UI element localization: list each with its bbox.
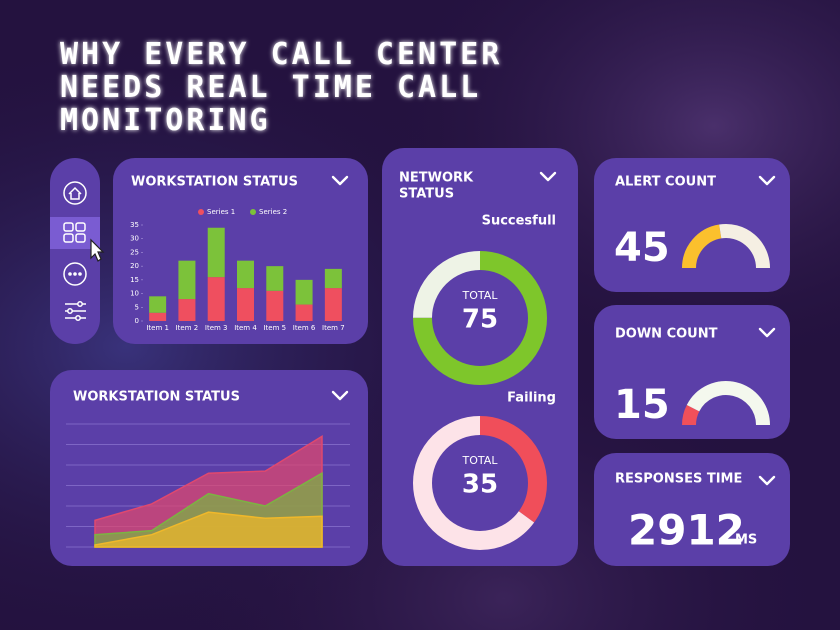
chevron[interactable] xyxy=(539,171,557,182)
donut-label: Succesfull xyxy=(482,214,556,229)
area xyxy=(94,511,323,548)
x-tick-label: Item 6 xyxy=(293,324,316,332)
sidebar xyxy=(50,158,105,344)
card-title: NETWORK xyxy=(399,171,474,186)
bar xyxy=(266,290,284,321)
x-tick-label: Item 4 xyxy=(234,324,257,332)
bar xyxy=(149,312,167,321)
legend-label: Series 1 xyxy=(207,208,235,216)
donut-segment xyxy=(413,416,547,550)
donut-total: 75 xyxy=(462,305,498,335)
headline: NEEDS REAL TIME CALL xyxy=(60,70,481,105)
card xyxy=(382,148,578,566)
bar xyxy=(237,288,254,321)
x-tick-label: Item 2 xyxy=(176,324,199,332)
card xyxy=(594,158,790,292)
x-tick-label: Item 1 xyxy=(146,324,169,332)
card xyxy=(594,453,790,566)
dashboard-icon[interactable] xyxy=(63,222,86,243)
donut-total: 35 xyxy=(462,470,498,500)
headline: WHY EVERY CALL CENTER xyxy=(60,37,502,72)
donut-center-label: TOTAL xyxy=(462,289,499,302)
gauge-segment xyxy=(719,224,770,269)
gauge-segment xyxy=(682,224,722,269)
y-tick-label: 0 xyxy=(135,317,139,325)
card-title: WORKSTATION STATUS xyxy=(131,175,298,190)
settings-icon[interactable] xyxy=(65,301,86,321)
y-tick-label: 25 xyxy=(130,248,139,256)
bar xyxy=(178,299,196,321)
down-value: 15 xyxy=(614,382,670,428)
bar xyxy=(207,277,225,321)
chevron[interactable] xyxy=(331,175,349,186)
card xyxy=(594,305,790,439)
gauge-segment xyxy=(686,381,770,426)
legend-swatch xyxy=(198,209,204,215)
x-tick-label: Item 5 xyxy=(263,324,286,332)
y-tick-label: 10 xyxy=(130,290,139,298)
chevron[interactable] xyxy=(758,475,776,486)
donut-segment xyxy=(413,251,547,385)
y-tick-label: 20 xyxy=(130,262,139,270)
chevron[interactable] xyxy=(758,327,776,338)
card-title: STATUS xyxy=(399,187,454,202)
chevron[interactable] xyxy=(331,390,349,401)
legend-label: Series 2 xyxy=(259,208,287,216)
response-value: 2912 xyxy=(628,506,745,555)
chevron[interactable] xyxy=(758,175,776,186)
bar xyxy=(295,304,313,321)
donut-label: Failing xyxy=(507,391,556,406)
card-title: RESPONSES TIME xyxy=(615,472,742,487)
bar xyxy=(295,279,313,305)
y-tick-label: 5 xyxy=(135,303,139,311)
bar xyxy=(324,288,342,321)
bar xyxy=(324,268,342,289)
card-title: ALERT COUNT xyxy=(615,175,716,190)
x-tick-label: Item 7 xyxy=(322,324,345,332)
card-title: WORKSTATION STATUS xyxy=(73,390,240,405)
bar xyxy=(266,266,284,291)
home-icon[interactable] xyxy=(63,181,87,205)
donut-center-label: TOTAL xyxy=(462,454,499,467)
bar xyxy=(237,260,254,289)
legend-swatch xyxy=(250,209,256,215)
bar xyxy=(178,260,196,300)
alert-value: 45 xyxy=(614,225,670,271)
bar xyxy=(149,296,167,313)
y-tick-label: 30 xyxy=(130,235,139,243)
sidebar-panel xyxy=(50,158,100,344)
bar xyxy=(207,227,225,278)
response-unit: MS xyxy=(735,533,757,548)
cursor xyxy=(90,238,105,262)
gauge-segment xyxy=(682,405,700,426)
x-tick-label: Item 3 xyxy=(205,324,228,332)
more-icon[interactable] xyxy=(63,262,87,286)
card-title: DOWN COUNT xyxy=(615,327,718,342)
y-tick-label: 15 xyxy=(130,276,139,284)
y-tick-label: 35 xyxy=(130,221,139,229)
headline: MONITORING xyxy=(60,103,271,138)
